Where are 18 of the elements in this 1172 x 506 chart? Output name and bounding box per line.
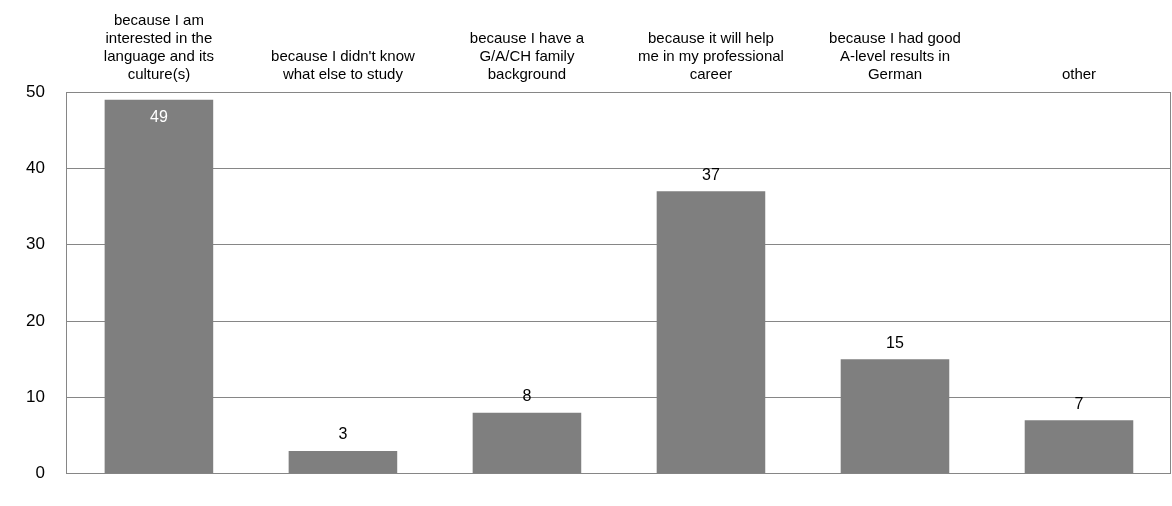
data-label: 37 xyxy=(702,165,720,183)
x-tick-label: because I didn't know what else to study xyxy=(271,47,415,83)
data-label: 3 xyxy=(338,425,348,443)
y-tick-label: 20 xyxy=(25,310,45,330)
x-tick-label: because I am interested in the language and its culture(s) xyxy=(103,11,214,83)
x-tick-label: because I had good A-level results in German xyxy=(829,29,961,83)
data-label: 7 xyxy=(1074,394,1084,412)
y-tick-label: 0 xyxy=(35,463,45,483)
x-tick-label: because it will help me in my professional career xyxy=(638,29,784,83)
x-tick-label: because I have a G/A/CH family background xyxy=(469,29,585,83)
y-tick-label: 30 xyxy=(25,234,45,254)
y-tick-label: 40 xyxy=(25,158,45,178)
y-tick-label: 50 xyxy=(25,81,45,101)
y-tick-label: 10 xyxy=(25,387,45,407)
data-label: 49 xyxy=(150,108,168,126)
x-tick-label: other xyxy=(1061,65,1097,83)
data-label: 8 xyxy=(522,387,532,405)
data-label: 15 xyxy=(886,333,904,351)
